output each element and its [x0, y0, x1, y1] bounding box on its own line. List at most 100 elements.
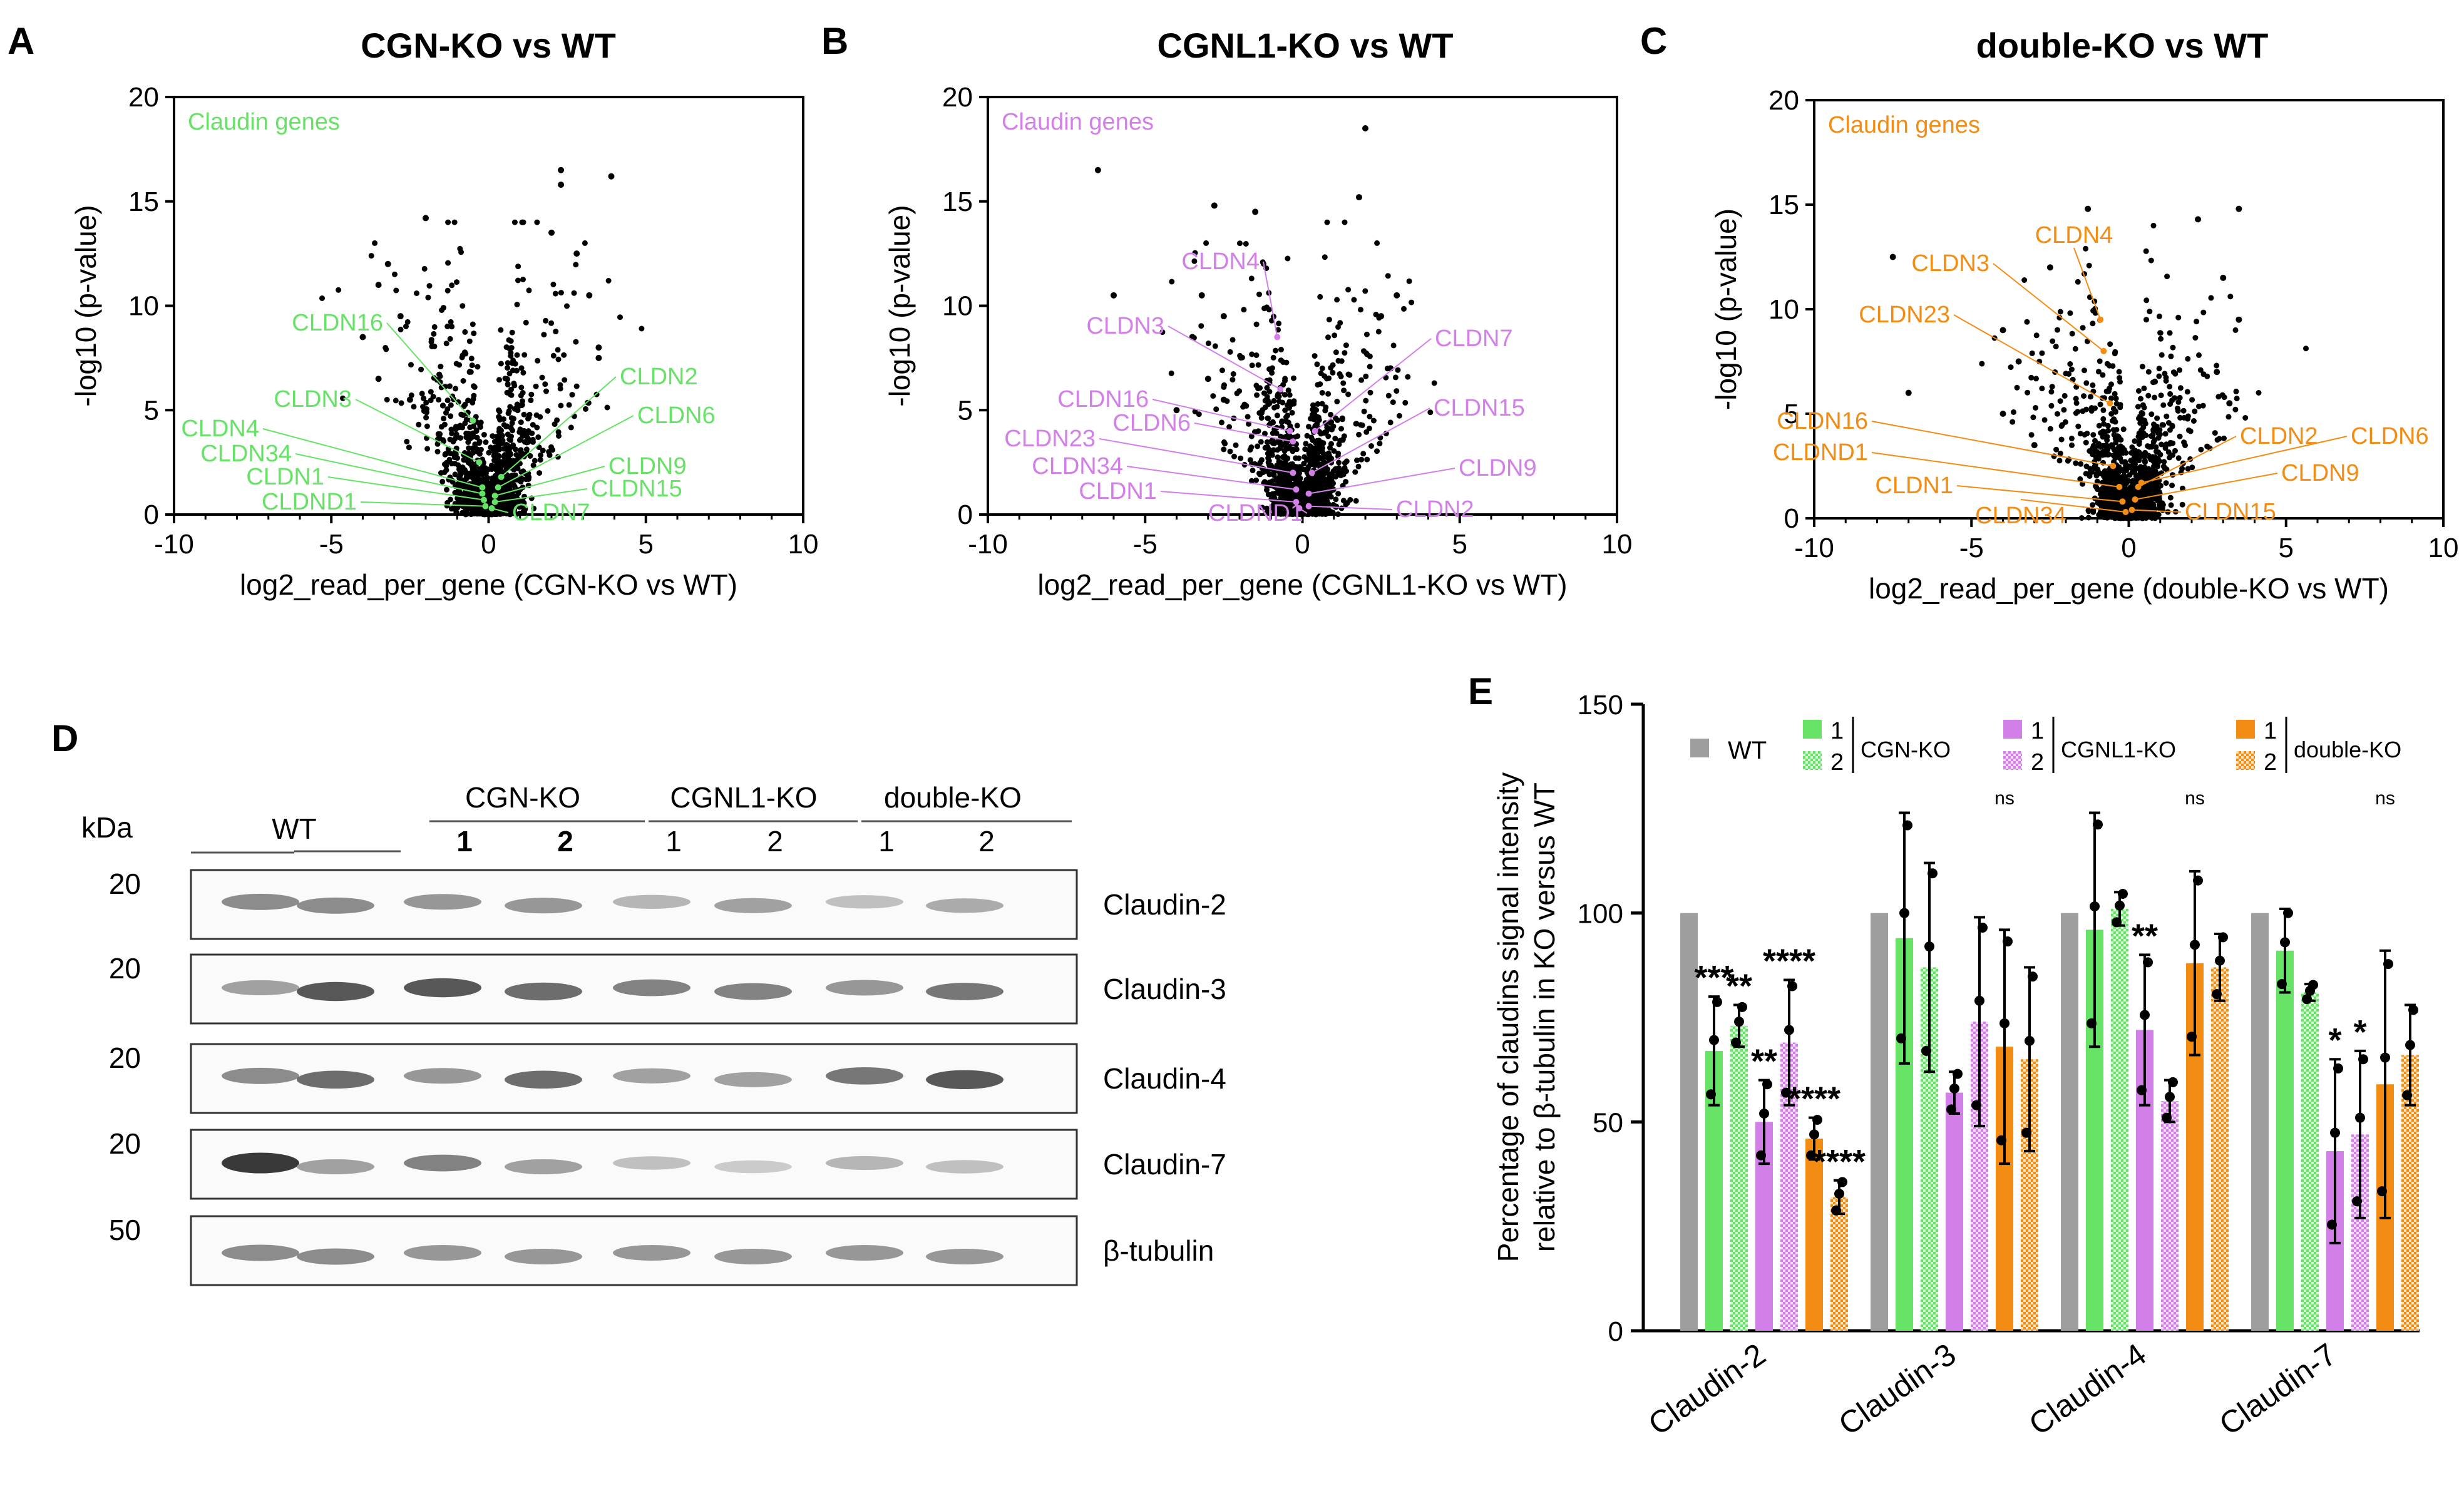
data-point — [404, 319, 411, 325]
data-point — [2190, 418, 2197, 424]
data-point — [449, 282, 455, 289]
data-point — [558, 290, 564, 296]
blot-band — [613, 979, 690, 997]
data-point — [1364, 456, 1370, 463]
blot-band — [222, 893, 299, 910]
data-point — [2189, 464, 2195, 471]
data-point — [501, 459, 508, 466]
data-point — [1363, 331, 1370, 337]
data-point — [1315, 382, 1321, 388]
data-point — [496, 377, 502, 383]
data-point — [462, 510, 468, 516]
data-point — [518, 392, 524, 399]
data-point — [2152, 394, 2158, 401]
data-point — [2066, 371, 2072, 377]
x-tick-label: 0 — [1295, 529, 1310, 560]
data-point — [555, 429, 562, 435]
data-point — [2141, 451, 2147, 458]
data-point — [471, 384, 478, 390]
data-point — [2153, 481, 2159, 488]
data-point — [530, 422, 536, 428]
outlier-point — [558, 167, 565, 173]
data-point — [2096, 423, 2102, 429]
data-point — [2117, 379, 2123, 385]
data-point — [2067, 361, 2073, 367]
gene-label-cldn16: CLDN16 — [1057, 386, 1149, 412]
data-point — [2142, 459, 2148, 465]
data-point — [2154, 428, 2160, 434]
data-point — [2169, 423, 2175, 429]
data-point — [1301, 454, 1308, 460]
data-point — [404, 439, 410, 444]
data-point — [2097, 497, 2103, 503]
data-point — [2177, 433, 2183, 439]
data-point — [459, 424, 466, 431]
blot-band — [714, 983, 792, 1000]
outlier-point — [558, 182, 565, 188]
data-point — [1326, 317, 1332, 323]
data-point — [2069, 442, 2075, 448]
data-point — [2212, 430, 2218, 436]
data-point — [445, 260, 451, 266]
data-point — [2137, 464, 2143, 470]
x-axis-label: log2_read_per_gene (CGNL1-KO vs WT) — [1037, 568, 1567, 601]
data-point — [2135, 404, 2141, 410]
data-point — [1317, 480, 1323, 486]
data-point — [1392, 374, 1399, 381]
x-tick-label: 10 — [1602, 529, 1633, 560]
data-point — [466, 369, 473, 375]
data-point — [2116, 468, 2122, 474]
data-point — [1255, 362, 1261, 368]
data-point — [1268, 439, 1274, 445]
outlier-point — [2085, 205, 2092, 212]
blot-band — [714, 898, 792, 913]
data-point — [537, 457, 543, 463]
y-tick-label: 15 — [128, 187, 159, 217]
mw-label: 20 — [109, 952, 141, 985]
data-point — [1270, 354, 1276, 361]
data-point — [2100, 434, 2106, 440]
data-point — [1290, 448, 1296, 454]
data-point — [453, 431, 459, 438]
data-point — [1334, 399, 1340, 404]
data-point — [1212, 343, 1218, 349]
gene-label-cldn34: CLDN34 — [1975, 503, 2066, 529]
data-point — [1340, 380, 1347, 386]
data-point — [2033, 376, 2039, 382]
data-point — [555, 347, 561, 353]
data-point — [1314, 361, 1320, 367]
data-point — [2113, 512, 2119, 518]
data-point — [2138, 428, 2145, 434]
data-point — [2110, 427, 2117, 433]
data-point — [535, 434, 542, 440]
data-point — [548, 444, 554, 450]
data-point — [2010, 419, 2016, 425]
data-point — [2029, 350, 2035, 356]
data-point — [1361, 348, 1367, 354]
data-point — [605, 278, 612, 284]
data-point — [2097, 401, 2103, 407]
x-axis-label: log2_read_per_gene (double-KO vs WT) — [1869, 572, 2389, 605]
x-tick-label: -10 — [154, 529, 194, 560]
data-point — [2177, 414, 2184, 421]
data-point — [434, 441, 441, 447]
data-point — [2233, 388, 2239, 394]
data-point — [447, 336, 453, 342]
data-point — [2014, 384, 2020, 391]
data-point — [2057, 398, 2063, 404]
data-point — [1367, 364, 1373, 370]
data-point — [2078, 515, 2085, 521]
data-point — [1237, 240, 1243, 247]
data-point — [1266, 471, 1273, 478]
volcano-plot-c: double-KO vs WT-10 -5 0 5 1005101520log2_rea… — [1710, 26, 2458, 605]
data-point — [514, 302, 520, 307]
data-point — [2112, 409, 2118, 415]
data-point — [2158, 336, 2164, 342]
legend-claudin-genes: Claudin genes — [188, 109, 340, 135]
data-point — [2141, 473, 2147, 478]
x-tick-label: 5 — [2279, 533, 2294, 563]
data-point — [536, 470, 543, 476]
data-point — [1315, 401, 1321, 407]
data-point — [1405, 374, 1411, 380]
